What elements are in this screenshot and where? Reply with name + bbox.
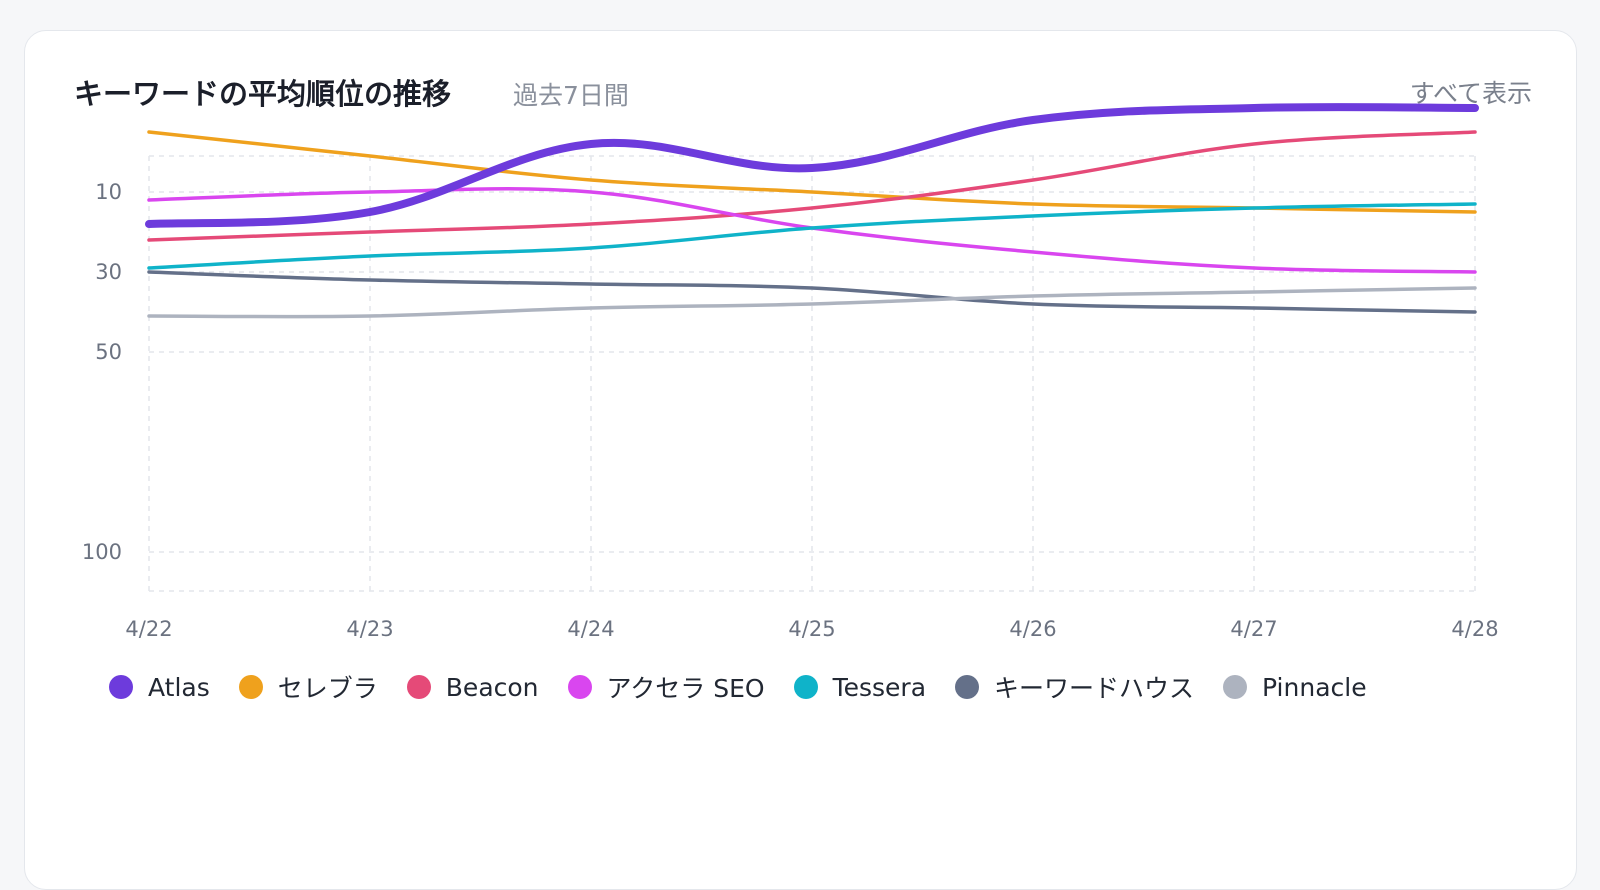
legend-dot-icon xyxy=(1223,675,1248,699)
legend-dot-icon xyxy=(109,675,133,699)
line-chart: 10 30 50 100 4/22 4/23 4/24 4/25 4/26 4/27 4/28 xyxy=(82,103,1499,641)
legend-label: Beacon xyxy=(445,672,539,702)
x-tick-label: 4/24 xyxy=(567,617,614,641)
ranking-trend-card: キーワードの平均順位の推移 過去7日間 すべて表示 10 30 50 100 4/22 4… xyxy=(24,30,1577,890)
y-tick-label: 100 xyxy=(82,540,122,564)
x-tick-label: 4/23 xyxy=(346,617,393,641)
view-all-link[interactable]: すべて表示 xyxy=(1409,79,1532,108)
x-tick-label: 4/22 xyxy=(125,617,172,641)
series-line-6[interactable] xyxy=(147,286,1477,319)
legend-item[interactable]: セレブラ xyxy=(238,669,378,705)
x-tick-label: 4/28 xyxy=(1451,617,1498,641)
series-line-2[interactable] xyxy=(147,130,1477,242)
legend-label: Tessera xyxy=(832,672,927,702)
legend-item[interactable]: Tessera xyxy=(793,672,927,702)
series-line-4[interactable] xyxy=(147,202,1477,270)
legend-label: キーワードハウス xyxy=(994,674,1195,703)
legend-dot-icon xyxy=(955,675,980,699)
x-tick-label: 4/27 xyxy=(1230,617,1277,641)
x-tick-label: 4/26 xyxy=(1009,617,1056,641)
period-label: 過去7日間 xyxy=(513,81,629,110)
legend-label: Pinnacle xyxy=(1262,672,1367,702)
legend-dot-icon xyxy=(567,675,592,699)
legend-item[interactable]: Atlas xyxy=(109,673,210,702)
legend-dot-icon xyxy=(793,675,818,699)
legend-label: アクセラ SEO xyxy=(606,674,765,703)
legend-item[interactable]: アクセラ SEO xyxy=(567,669,765,705)
y-tick-label: 10 xyxy=(95,180,122,204)
legend-dot-icon xyxy=(406,675,431,699)
y-tick-label: 50 xyxy=(95,340,122,364)
series-line-0[interactable] xyxy=(145,103,1479,228)
card-title: キーワードの平均順位の推移 xyxy=(74,77,452,111)
chart-legend: Atlas セレブラ Beacon アクセラ SEO Tessera キーワードハウス Pi… xyxy=(109,669,1396,705)
legend-label: Atlas xyxy=(148,672,210,702)
y-tick-label: 30 xyxy=(95,260,122,284)
legend-item[interactable]: Pinnacle xyxy=(1223,673,1367,702)
legend-label: セレブラ xyxy=(277,674,378,703)
x-tick-label: 4/25 xyxy=(788,617,835,641)
legend-dot-icon xyxy=(238,675,263,699)
legend-item[interactable]: キーワードハウス xyxy=(955,669,1194,705)
legend-item[interactable]: Beacon xyxy=(406,672,539,702)
series-line-5[interactable] xyxy=(147,270,1477,314)
